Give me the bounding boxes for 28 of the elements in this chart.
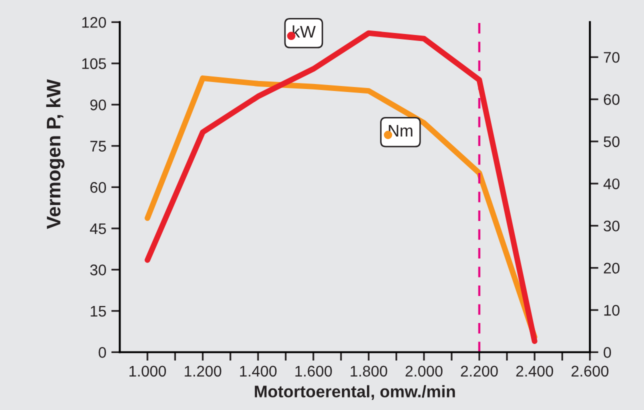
x-tick-label: 1.800 <box>350 366 388 377</box>
x-tick-label: 2.600 <box>572 366 608 377</box>
y-axis-title: Vermogen P, kW <box>46 79 64 229</box>
y-tick-label: 120 <box>82 17 106 28</box>
y2-tick-label: 10 <box>604 304 620 316</box>
y-tick-label: 0 <box>98 347 106 358</box>
y-tick-label: 45 <box>90 223 106 234</box>
y2-tick-label: 50 <box>604 136 620 148</box>
x-tick-label: 2.000 <box>406 366 442 377</box>
x-axis-title: Motortoerental, omw./min <box>254 385 455 400</box>
y2-tick-label: 70 <box>604 52 620 63</box>
x-tick-label: 2.200 <box>460 366 498 377</box>
y-tick-label: 105 <box>82 58 106 70</box>
y-tick-label: 30 <box>90 264 106 276</box>
x-tick-label: 1.000 <box>129 366 166 377</box>
y-tick-label: 60 <box>90 182 106 193</box>
x-tick-label: 1.400 <box>240 366 277 377</box>
y2-tick-label: 0 <box>604 347 611 358</box>
x-tick-label: 1.600 <box>295 366 332 377</box>
y2-tick-label: 60 <box>604 94 620 105</box>
y-tick-label: 75 <box>90 140 106 152</box>
y-tick-label: 15 <box>90 306 106 317</box>
y2-tick-label: 40 <box>603 178 620 190</box>
y2-tick-label: 30 <box>604 220 620 232</box>
x-tick-label: 2.400 <box>516 366 554 377</box>
y-tick-label: 90 <box>90 100 106 110</box>
y2-tick-label: 20 <box>604 262 620 274</box>
x-tick-label: 1.200 <box>184 366 222 377</box>
